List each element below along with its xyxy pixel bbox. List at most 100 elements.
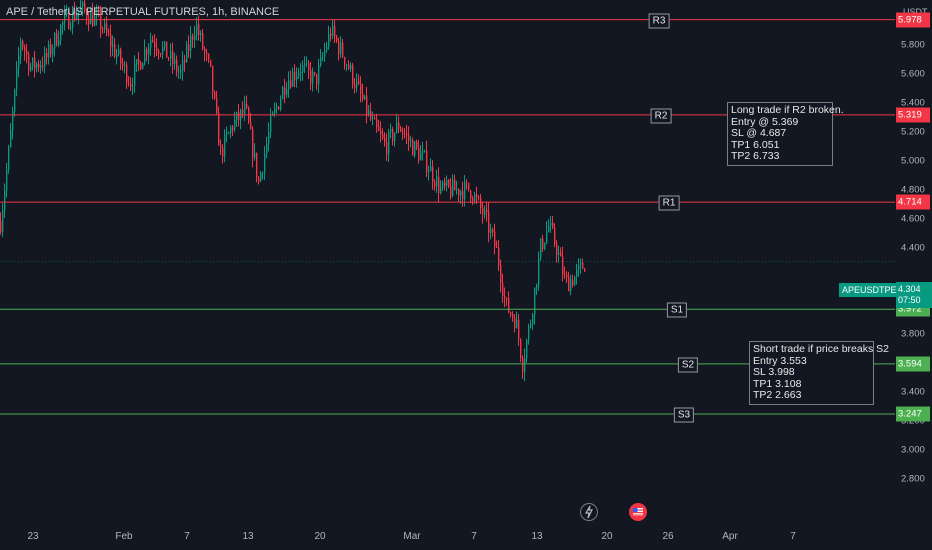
long-trade-note[interactable]: Long trade if R2 broken. Entry @ 5.369 S… bbox=[727, 102, 844, 166]
candle-body bbox=[294, 71, 296, 80]
candle-body bbox=[432, 166, 434, 183]
candle-body bbox=[218, 112, 220, 146]
candle-body bbox=[250, 122, 252, 130]
candle-body bbox=[108, 32, 110, 35]
candle-body bbox=[410, 140, 412, 142]
candle-body bbox=[22, 40, 24, 48]
candle-body bbox=[446, 179, 448, 186]
candle-body bbox=[364, 95, 366, 100]
y-tick-label: 4.600 bbox=[901, 213, 925, 225]
candle-body bbox=[478, 196, 480, 198]
candle-body bbox=[142, 63, 144, 70]
us-flag-icon[interactable] bbox=[629, 503, 647, 521]
candle-body bbox=[324, 50, 326, 57]
candle-body bbox=[566, 274, 568, 278]
candle-body bbox=[120, 49, 122, 64]
candle-body bbox=[524, 358, 526, 373]
candle-body bbox=[234, 119, 236, 130]
level-label: R3 bbox=[648, 13, 670, 29]
candle-body bbox=[464, 181, 466, 200]
candle-body bbox=[522, 358, 524, 373]
candle-body bbox=[134, 64, 136, 86]
candle-body bbox=[12, 111, 14, 131]
candle-body bbox=[232, 127, 234, 130]
candle-body bbox=[60, 25, 62, 41]
candle-body bbox=[342, 42, 344, 58]
candle-body bbox=[346, 64, 348, 66]
axis-unit: USDT bbox=[903, 7, 928, 17]
candle-body bbox=[14, 89, 16, 112]
candle-body bbox=[374, 118, 376, 120]
candle-body bbox=[540, 238, 542, 259]
countdown: 07:50 bbox=[898, 295, 921, 305]
candle-body bbox=[562, 256, 564, 275]
candle-body bbox=[164, 41, 166, 47]
candle-body bbox=[338, 41, 340, 55]
candle-body bbox=[480, 197, 482, 209]
candle-body bbox=[516, 319, 518, 329]
candle-body bbox=[448, 179, 450, 187]
candle-body bbox=[362, 93, 364, 100]
x-tick-label: 20 bbox=[314, 531, 326, 542]
x-tick-label: 13 bbox=[242, 531, 254, 542]
candle-body bbox=[316, 73, 318, 85]
candle-body bbox=[584, 268, 586, 272]
candle-body bbox=[116, 54, 118, 57]
candle-body bbox=[286, 89, 288, 95]
candle-body bbox=[200, 33, 202, 35]
note-line: Short trade if price breaks S2 bbox=[753, 343, 889, 355]
candle-body bbox=[114, 44, 116, 57]
y-tick-label: 3.000 bbox=[901, 444, 925, 456]
candle-body bbox=[258, 177, 260, 182]
x-tick-label: 20 bbox=[601, 531, 613, 542]
note-line: Entry 3.553 bbox=[753, 354, 807, 367]
candle-body bbox=[354, 84, 356, 88]
candle-body bbox=[92, 12, 94, 26]
candle-body bbox=[340, 42, 342, 55]
candle-body bbox=[314, 72, 316, 74]
candle-body bbox=[372, 118, 374, 120]
candle-body bbox=[152, 39, 154, 43]
candle-body bbox=[2, 210, 4, 232]
candle-body bbox=[386, 142, 388, 155]
candle-body bbox=[396, 122, 398, 133]
candle-body bbox=[84, 2, 86, 11]
candle-body bbox=[122, 63, 124, 66]
candle-body bbox=[334, 25, 336, 37]
candle-body bbox=[30, 66, 32, 71]
candle-body bbox=[490, 229, 492, 233]
short-trade-note[interactable]: Short trade if price breaks S2 Entry 3.5… bbox=[749, 341, 889, 405]
candle-body bbox=[368, 110, 370, 115]
candle-body bbox=[470, 190, 472, 199]
candle-body bbox=[312, 72, 314, 84]
candle-body bbox=[26, 51, 28, 55]
candle-body bbox=[52, 48, 54, 55]
candle-body bbox=[440, 187, 442, 193]
candle-body bbox=[420, 152, 422, 161]
candle-body bbox=[270, 115, 272, 133]
candle-body bbox=[278, 106, 280, 110]
candle-body bbox=[296, 75, 298, 80]
candle-body bbox=[376, 118, 378, 127]
y-tick-label: 5.600 bbox=[901, 68, 925, 80]
candle-body bbox=[18, 55, 20, 69]
candle-body bbox=[460, 191, 462, 196]
candle-body bbox=[322, 56, 324, 58]
candle-body bbox=[132, 85, 134, 87]
candle-body bbox=[70, 27, 72, 29]
candle-body bbox=[98, 13, 100, 15]
candle-body bbox=[182, 59, 184, 71]
note-line: TP1 6.051 bbox=[731, 138, 780, 151]
candle-body bbox=[544, 242, 546, 249]
lightning-icon[interactable] bbox=[580, 503, 598, 521]
chart-title: APE / TetherUS PERPETUAL FUTURES, 1h, BI… bbox=[6, 6, 280, 18]
candle-body bbox=[528, 326, 530, 341]
candle-body bbox=[118, 49, 120, 55]
candle-body bbox=[148, 47, 150, 55]
note-line: Entry @ 5.369 bbox=[731, 115, 799, 128]
candle-body bbox=[418, 147, 420, 161]
current-price: 4.304 bbox=[898, 284, 921, 294]
candle-body bbox=[298, 72, 300, 76]
candle-body bbox=[76, 15, 78, 20]
